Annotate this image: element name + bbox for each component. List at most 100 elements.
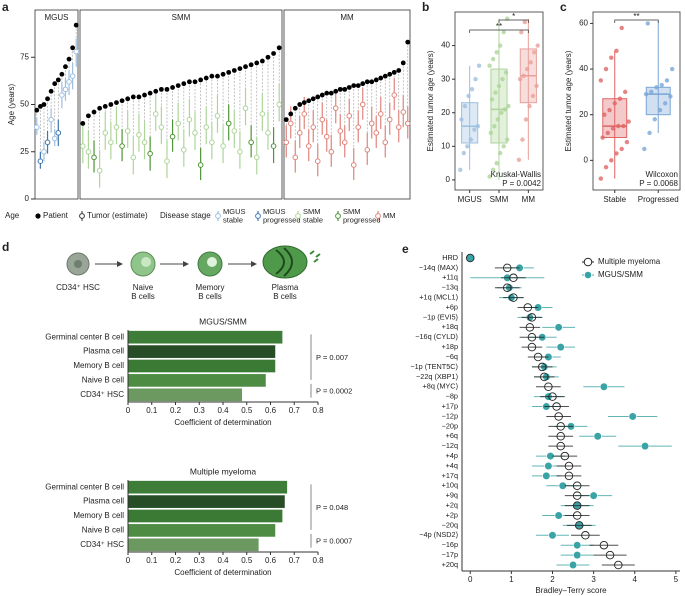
tumor-point (152, 111, 159, 117)
panel-label: a (2, 0, 9, 14)
patient-point (192, 79, 198, 85)
p-value: P = 0.0068 (639, 179, 678, 188)
legend-icon (583, 257, 593, 267)
legend-stage-icon (335, 213, 341, 219)
y-tick-label: −17p (442, 550, 458, 559)
y-tick-label: 40 (579, 64, 588, 73)
patient-point (382, 73, 388, 79)
y-axis-label: Estimated tumor age (years) (564, 50, 573, 151)
data-point (548, 531, 557, 540)
y-tick-label: 0 (25, 194, 30, 203)
legend-title: Disease stage (160, 211, 211, 220)
patient-point (73, 22, 79, 28)
legend-label: MM (383, 211, 396, 220)
y-tick-label: 20 (579, 110, 588, 119)
legend-stage-icon (255, 213, 261, 219)
tumor-point (164, 158, 170, 164)
x-tick-label: 0 (468, 575, 473, 584)
y-tick-label: −4p (NSD2) (419, 530, 458, 539)
y-tick-label: +6q (446, 431, 458, 440)
plot-frame (592, 11, 681, 191)
data-point (528, 60, 533, 65)
box-body (490, 68, 508, 144)
tumor-point (368, 120, 375, 127)
data-point (489, 97, 495, 102)
y-tick-label: +17q (442, 471, 458, 480)
tumor-point (332, 105, 339, 112)
data-point (616, 123, 621, 129)
tumor-point (62, 86, 69, 93)
p-value: P = 0.0042 (502, 179, 541, 188)
y-tick-label: Memory B cell (73, 361, 124, 370)
data-point (525, 323, 535, 332)
legend-label: Patient (43, 211, 69, 220)
patient-point (254, 60, 260, 66)
data-point (624, 139, 630, 145)
tumor-point (147, 150, 153, 157)
patient-point (181, 81, 187, 87)
patient-point (170, 85, 175, 90)
patient-point (136, 94, 142, 100)
tumor-point (37, 158, 44, 164)
patient-point (243, 64, 248, 70)
data-point (497, 150, 503, 156)
patient-point (360, 81, 366, 87)
tumor-point (158, 124, 165, 130)
legend-label: SMM progressed (343, 207, 381, 225)
data-point (535, 43, 540, 48)
y-tick-label: CD34⁺ HSC (80, 390, 124, 399)
data-point (465, 144, 470, 149)
data-point (469, 87, 475, 92)
patient-point (209, 73, 215, 79)
tumor-point (270, 143, 277, 149)
significance-label: ** (633, 12, 639, 21)
data-point (506, 103, 511, 109)
tumor-point (169, 133, 176, 140)
y-tick-label: −6q (446, 352, 458, 361)
data-point (642, 146, 647, 152)
patient-point (324, 90, 330, 96)
x-tick-label: Stable (603, 195, 626, 204)
cell-diagram (66, 245, 321, 279)
cell-label: B cells (131, 292, 155, 301)
y-tick-label: 0 (584, 155, 589, 164)
bar (128, 480, 288, 494)
data-point (572, 511, 582, 520)
data-point (459, 117, 464, 122)
x-tick-label: 0.3 (194, 556, 206, 565)
data-point (614, 48, 619, 53)
y-tick-label: +4p (446, 451, 458, 460)
tumor-point (382, 139, 389, 146)
tumor-point (119, 143, 125, 149)
y-tick-label: −12p (442, 411, 458, 420)
facet-frame (34, 9, 79, 200)
y-tick-label: +6p (446, 302, 458, 311)
significance-bracket (469, 29, 529, 33)
x-tick-label: 0.8 (312, 556, 324, 565)
patient-point (297, 102, 303, 107)
data-point (572, 491, 582, 500)
patient-point (237, 66, 243, 71)
patient-point (248, 62, 254, 68)
bar (128, 359, 276, 373)
data-point (475, 123, 481, 129)
patient-point (158, 86, 164, 92)
y-tick-label: −14q (MAX) (419, 263, 458, 272)
plasma-er (275, 247, 293, 277)
x-axis-label: Coefficient of determination (174, 418, 271, 427)
tumor-point (328, 148, 335, 155)
legend-stage-icon (375, 213, 381, 219)
data-point (499, 110, 504, 115)
significance-label: ** (496, 22, 502, 31)
data-point (548, 392, 557, 401)
data-point (664, 78, 670, 83)
test-name: Wilcoxon (646, 170, 678, 179)
data-point (572, 501, 582, 510)
legend-stage-icon (215, 213, 221, 219)
data-point (652, 117, 657, 122)
x-tick-label: Progressed (638, 195, 679, 204)
data-point (568, 560, 578, 570)
data-point (537, 362, 547, 372)
patient-point (55, 77, 61, 83)
data-point (602, 112, 607, 117)
